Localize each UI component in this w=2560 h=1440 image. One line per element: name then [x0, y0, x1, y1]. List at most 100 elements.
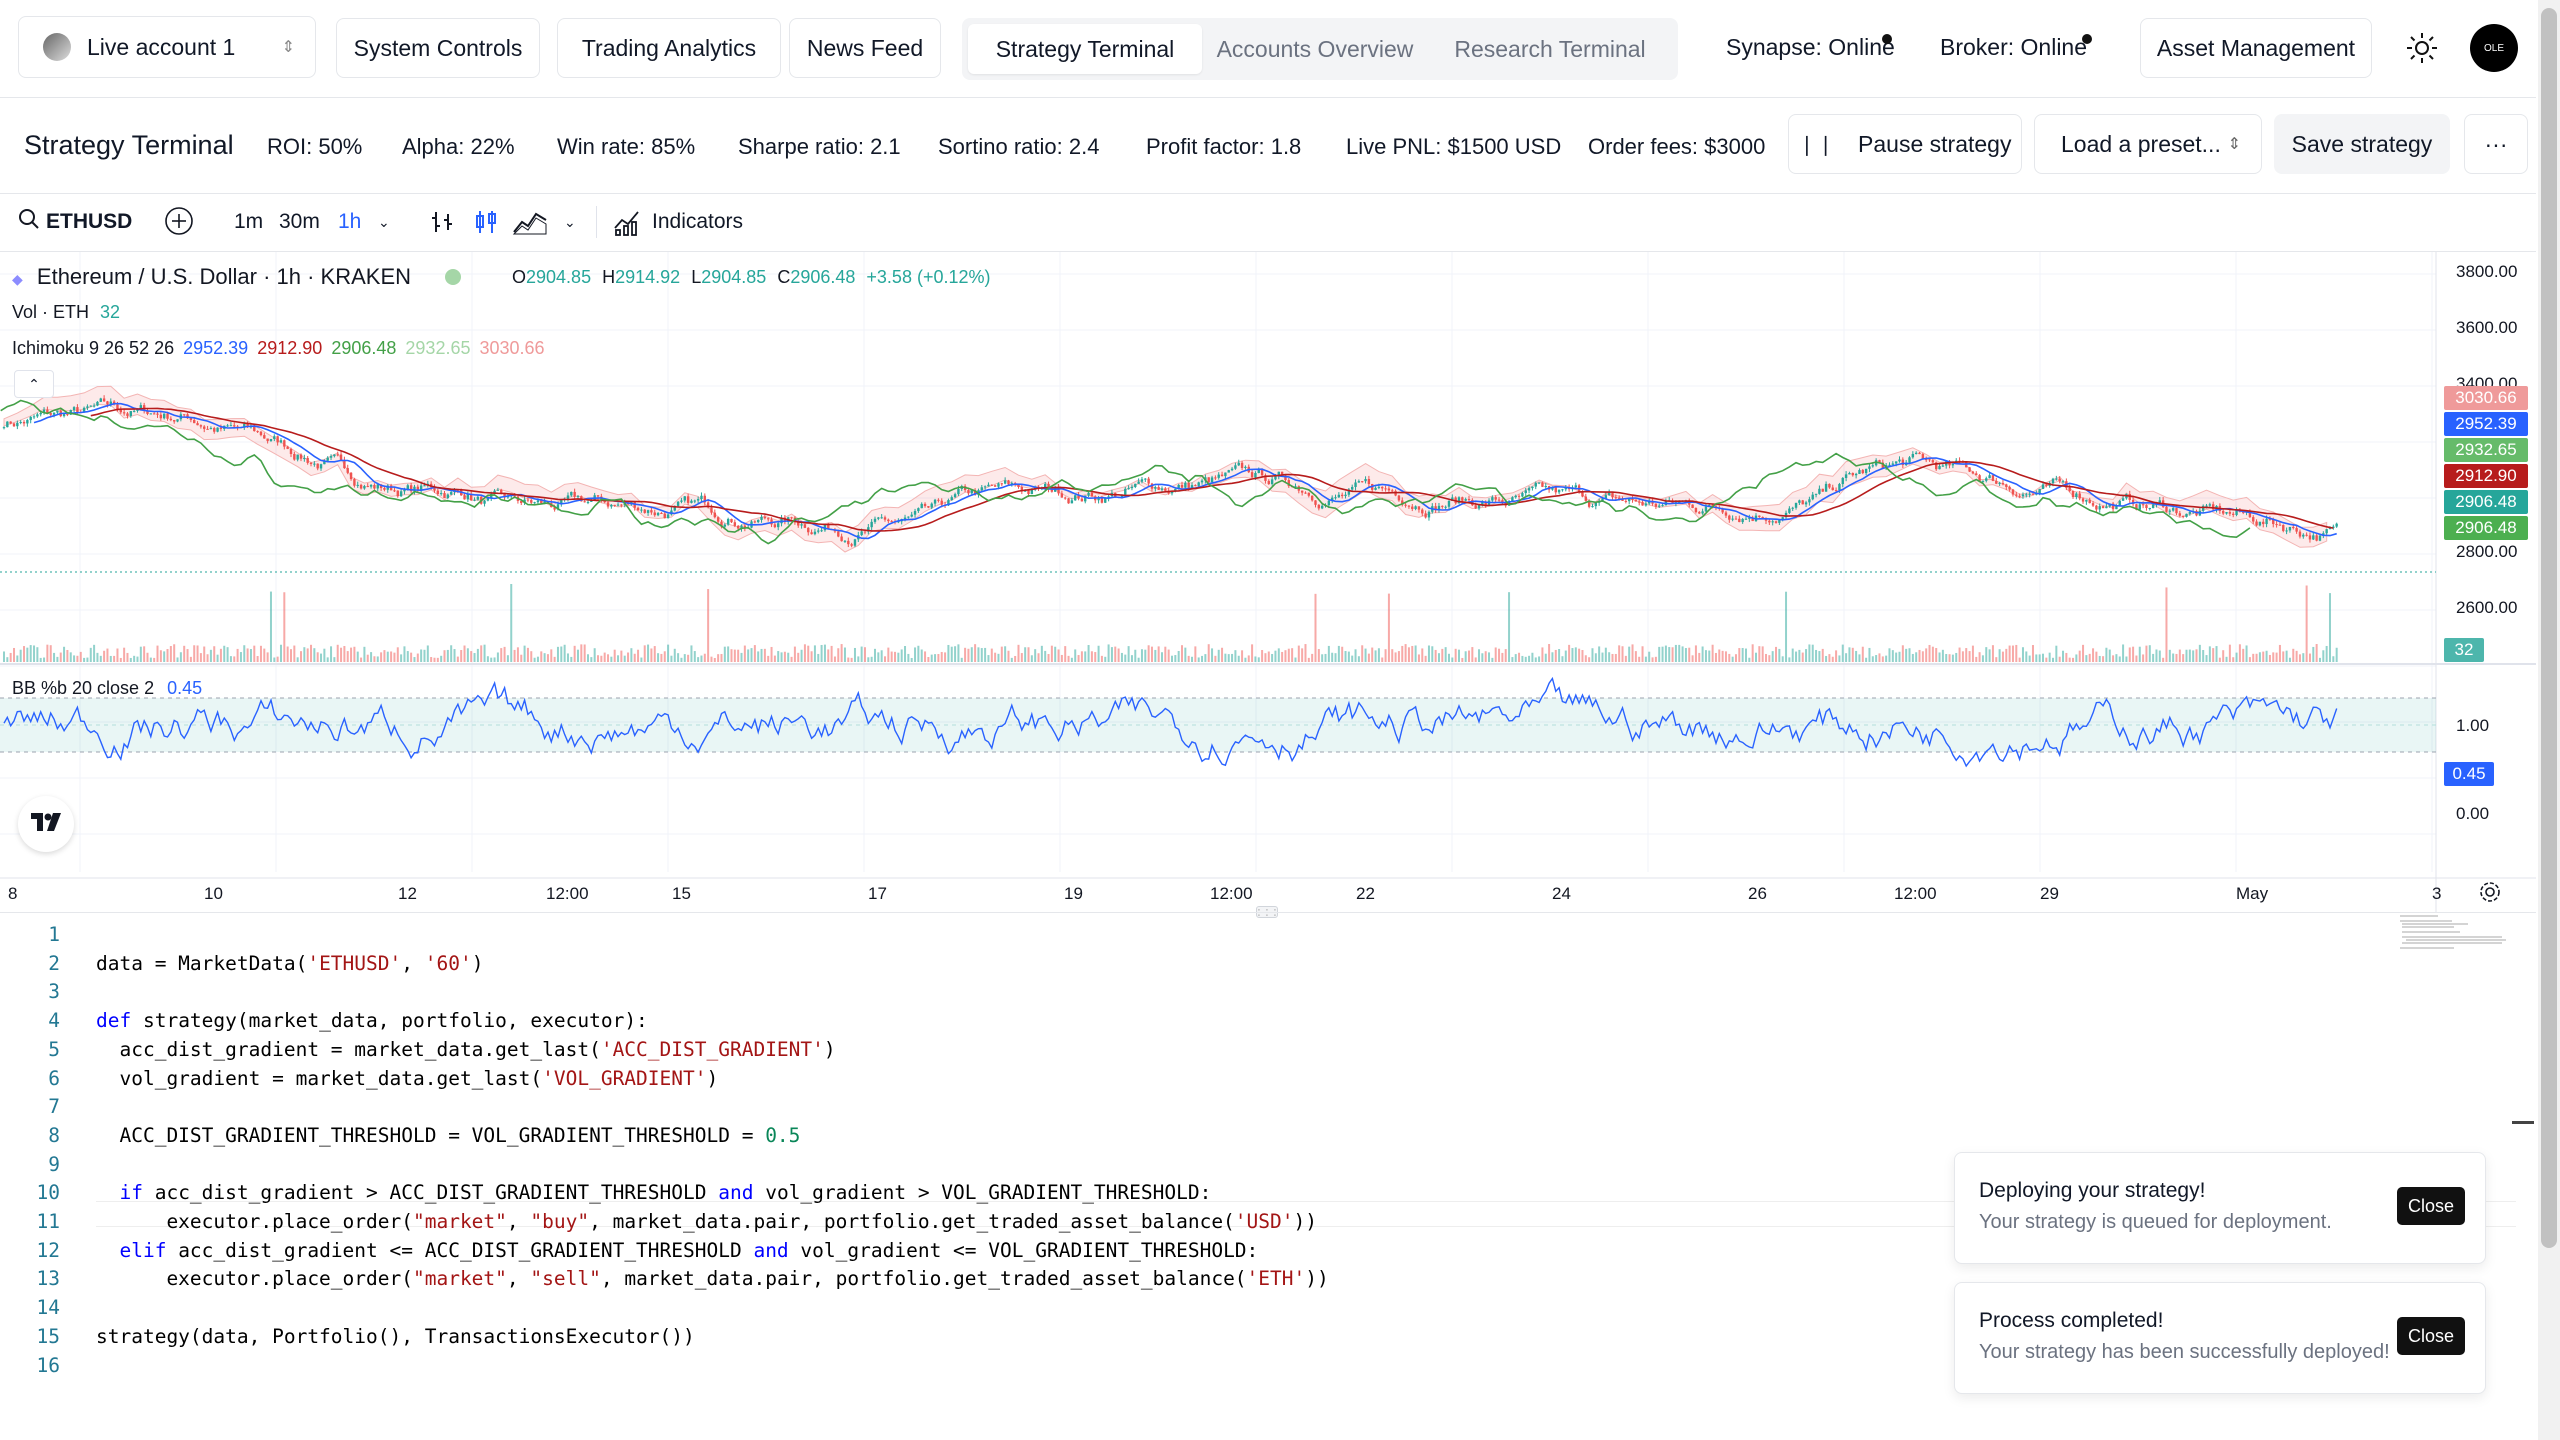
candle-body [880, 517, 883, 519]
more-options-button[interactable]: ··· [2464, 114, 2528, 174]
candle-body [807, 527, 810, 533]
search-icon[interactable] [18, 208, 40, 236]
candle-chart-style-icon[interactable] [472, 208, 500, 242]
ichimoku-span-a-value: 2932.65 [405, 338, 471, 358]
user-avatar[interactable]: OLE [2470, 24, 2518, 72]
candle-body [206, 428, 209, 430]
interval-1h[interactable]: 1h [338, 210, 362, 233]
toast-close-button[interactable]: Close [2397, 1317, 2465, 1355]
candle-body [2025, 494, 2028, 496]
area-chart-style-icon[interactable] [512, 208, 548, 242]
interval-1m[interactable]: 1m [234, 210, 264, 233]
pause-strategy-button[interactable]: ❘❘ Pause strategy [1788, 114, 2022, 174]
chart-canvas[interactable] [0, 252, 2536, 912]
volume-bar [790, 656, 793, 662]
volume-bar [1881, 656, 1884, 662]
collapse-legend-button[interactable]: ⌃ [14, 370, 54, 398]
candle-body [970, 490, 973, 494]
bar-chart-style-icon[interactable] [428, 208, 456, 242]
code-editor[interactable]: 1 2 data = MarketData('ETHUSD', '60') 3 4 def… [0, 912, 2536, 1440]
nav-system-controls[interactable]: System Controls [336, 18, 540, 78]
tab-research-terminal[interactable]: Research Terminal [1454, 35, 1646, 62]
candle-body [1604, 495, 1608, 499]
compare-symbol-plus-icon[interactable] [164, 206, 194, 242]
candle-body [2071, 490, 2075, 498]
toast-close-button[interactable]: Close [2397, 1187, 2465, 1225]
candle-body [1584, 496, 1588, 501]
candle-body [1411, 506, 1414, 510]
candle-body [336, 454, 339, 456]
candle-body [1511, 497, 1514, 502]
candle-body [273, 436, 276, 439]
page-scrollbar-thumb[interactable] [2541, 8, 2557, 1248]
interval-chevron-down-icon[interactable]: ⌄ [378, 214, 390, 230]
code-line[interactable]: data = MarketData('ETHUSD', '60') [96, 951, 484, 975]
chart-style-chevron-down-icon[interactable]: ⌄ [564, 214, 576, 230]
volume-bar [1207, 644, 1210, 662]
price-chart[interactable]: ◆ Ethereum / U.S. Dollar · 1h · KRAKEN O… [0, 252, 2536, 912]
volume-bar [29, 645, 32, 662]
symbol-search[interactable]: ETHUSD [46, 210, 133, 233]
candle-body [436, 490, 440, 494]
tradingview-logo[interactable] [18, 796, 74, 852]
metric-roi: ROI: 50% [267, 134, 363, 159]
candle-body [1861, 470, 1864, 474]
code-line[interactable]: def strategy(market_data, portfolio, exe… [96, 1009, 648, 1033]
candle-body [870, 521, 873, 528]
code-line[interactable]: elif acc_dist_gradient <= ACC_DIST_GRADI… [119, 1238, 1259, 1262]
candle-body [346, 468, 349, 473]
candle-body [500, 489, 503, 493]
code-line[interactable]: if acc_dist_gradient > ACC_DIST_GRADIENT… [119, 1181, 1212, 1205]
volume-bar [1661, 646, 1664, 662]
candle-body [1574, 485, 1577, 488]
volume-bar [2102, 656, 2105, 662]
asset-management-button[interactable]: Asset Management [2140, 18, 2372, 78]
preset-select[interactable]: Load a preset... ⇕ [2034, 114, 2262, 174]
candle-body [122, 412, 126, 414]
code-line[interactable]: strategy(data, Portfolio(), Transactions… [96, 1324, 695, 1348]
volume-bar [2112, 655, 2115, 662]
volume-bar [1157, 646, 1160, 662]
code-line[interactable]: executor.place_order("market", "buy", ma… [96, 1210, 1317, 1233]
volume-bar [533, 657, 536, 662]
volume-bar [1568, 644, 1571, 662]
volume-bar [1024, 647, 1027, 662]
account-select[interactable]: Live account 1 ⇕ [18, 16, 316, 78]
volume-bar [1297, 645, 1300, 662]
price-axis-label: 2600.00 [2456, 598, 2518, 617]
candle-body [1831, 487, 1834, 491]
volume-bar [1294, 657, 1297, 662]
interval-30m[interactable]: 30m [279, 210, 320, 233]
volume-bar [1314, 593, 1317, 662]
candle-body [186, 414, 189, 419]
volume-bar [1181, 645, 1184, 662]
candle-body [2325, 529, 2328, 534]
tab-accounts-overview[interactable]: Accounts Overview [1216, 35, 1414, 62]
volume-bar [1808, 644, 1811, 662]
indicators-button[interactable]: Indicators [652, 210, 744, 233]
code-line[interactable]: acc_dist_gradient = market_data.get_last… [96, 1037, 836, 1061]
volume-bar [1481, 653, 1484, 662]
toast-description: Your strategy is queued for deployment. [1979, 1211, 2332, 1233]
code-line[interactable]: ACC_DIST_GRADIENT_THRESHOLD = VOL_GRADIE… [96, 1123, 801, 1147]
volume-bar [1221, 647, 1224, 662]
indicators-icon[interactable] [612, 208, 642, 242]
save-strategy-button[interactable]: Save strategy [2274, 114, 2450, 174]
nav-news-feed[interactable]: News Feed [789, 18, 941, 78]
volume-bar [553, 656, 556, 662]
chart-settings-gear-icon[interactable] [2478, 880, 2502, 909]
volume-bar [106, 648, 109, 662]
theme-toggle-sun-icon[interactable] [2404, 30, 2440, 66]
code-line[interactable]: executor.place_order("market", "sell", m… [96, 1267, 1329, 1291]
volume-bar [1925, 648, 1928, 662]
candle-body [1544, 486, 1547, 488]
volume-bar [1718, 649, 1721, 662]
candle-body [1848, 473, 1851, 475]
candle-body [1474, 505, 1477, 509]
code-line[interactable]: vol_gradient = market_data.get_last('VOL… [96, 1066, 719, 1090]
candle-body [483, 500, 486, 504]
tab-strategy-terminal[interactable]: Strategy Terminal [968, 24, 1202, 74]
candle-body [1077, 495, 1080, 499]
nav-trading-analytics[interactable]: Trading Analytics [557, 18, 781, 78]
candle-body [1374, 487, 1377, 490]
